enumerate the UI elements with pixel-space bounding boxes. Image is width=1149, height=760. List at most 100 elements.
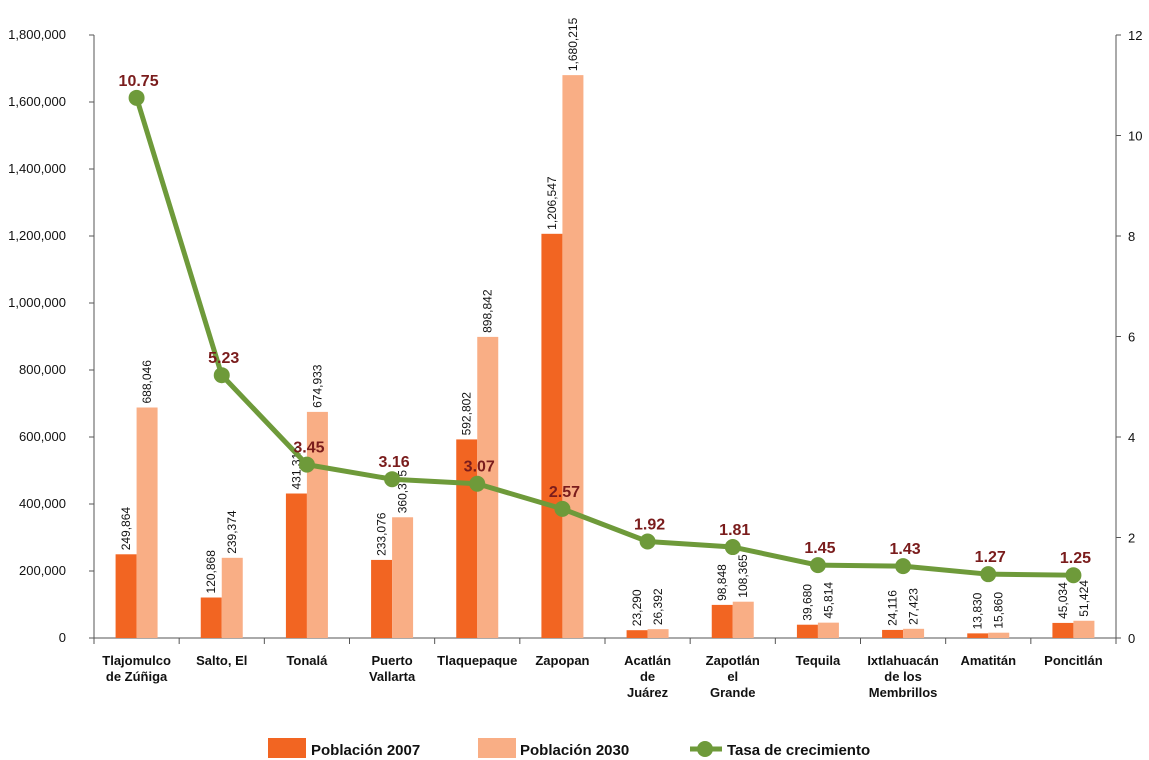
right-tick-label: 10 — [1128, 129, 1142, 144]
growth-rate-point — [639, 533, 656, 550]
right-tick-label: 12 — [1128, 28, 1142, 43]
value-label-2007: 249,864 — [119, 507, 133, 551]
category-label-line: Tlajomulco — [102, 653, 171, 668]
bar-2030 — [647, 629, 669, 638]
growth-rate-value-label: 1.27 — [975, 549, 1006, 566]
category-label-line: Amatitán — [960, 653, 1016, 668]
legend-swatch-2007 — [268, 738, 306, 758]
value-label-2030: 15,860 — [992, 592, 1006, 629]
value-label-2030: 674,933 — [310, 364, 324, 408]
growth-rate-value-label: 3.07 — [464, 459, 495, 476]
legend-label-2030: Población 2030 — [520, 742, 629, 759]
category-label-line: Grande — [710, 685, 756, 700]
category-label: Tonalá — [286, 653, 328, 668]
bar-2007 — [371, 559, 393, 638]
growth-rate-labels: 10.75 5.23 3.45 3.16 3.07 2.57 1.92 1.81 1.45 1.4… — [119, 73, 1092, 567]
growth-rate-value-label: 1.43 — [890, 541, 921, 558]
left-tick-label: 1,400,000 — [8, 161, 66, 176]
category-label: Zapotlán el Grande — [706, 653, 760, 700]
value-label-2030: 898,842 — [481, 289, 495, 333]
legend: Población 2007 Población 2030 Tasa de cr… — [268, 738, 870, 759]
category-label-line: el — [727, 669, 738, 684]
bar-2007 — [711, 604, 733, 638]
value-label-2030: 51,424 — [1077, 580, 1091, 617]
left-tick-label: 1,200,000 — [8, 228, 66, 243]
category-label-line: Tlaquepaque — [437, 653, 517, 668]
category-labels: Tlajomulco de Zúñiga Salto, El Tonalá Puerto… — [102, 653, 1102, 700]
right-tick-label: 6 — [1128, 330, 1135, 345]
growth-rate-point — [554, 500, 571, 517]
bar-2007 — [882, 629, 904, 638]
value-label-2030: 688,046 — [140, 360, 154, 404]
left-tick-label: 600,000 — [19, 429, 66, 444]
bar-2007 — [541, 233, 563, 638]
growth-rate-value-label: 3.16 — [379, 454, 410, 471]
category-label-line: de Zúñiga — [106, 669, 168, 684]
value-label-2030: 108,365 — [736, 554, 750, 598]
left-tick-label: 400,000 — [19, 496, 66, 511]
bar-2007 — [796, 624, 818, 638]
growth-rate-point — [298, 456, 315, 473]
growth-rate-point — [213, 367, 230, 384]
bar-2007 — [1052, 622, 1074, 638]
legend-label-2007: Población 2007 — [311, 742, 420, 759]
value-label-2030: 27,423 — [907, 588, 921, 625]
legend-swatch-2030 — [478, 738, 516, 758]
right-tick-label: 0 — [1128, 631, 1135, 646]
category-label: Zapopan — [535, 653, 589, 668]
bar-2007 — [285, 493, 307, 638]
growth-rate-point — [895, 558, 912, 575]
category-label: Amatitán — [960, 653, 1016, 668]
category-label-line: Acatlán — [624, 653, 671, 668]
value-label-2007: 120,868 — [204, 550, 218, 594]
growth-rate-value-label: 1.81 — [719, 522, 750, 539]
bar-2007 — [200, 597, 222, 638]
category-label-line: Tequila — [796, 653, 841, 668]
category-label-line: Vallarta — [369, 669, 416, 684]
value-label-2030: 26,392 — [651, 588, 665, 625]
growth-rate-value-label: 5.23 — [208, 350, 239, 367]
category-label-line: de — [640, 669, 655, 684]
bar-2007 — [626, 630, 648, 638]
axes: 0 200,000 400,000 600,000 800,000 1,000,000 1,… — [8, 27, 1142, 646]
category-label: Tlaquepaque — [437, 653, 517, 668]
category-label: Salto, El — [196, 653, 247, 668]
legend-label-rate: Tasa de crecimiento — [727, 742, 870, 759]
bar-2030 — [988, 632, 1010, 638]
left-tick-label: 200,000 — [19, 563, 66, 578]
category-label: Tlajomulco de Zúñiga — [102, 653, 171, 684]
growth-rate-point — [384, 471, 401, 488]
value-label-2030: 1,680,215 — [566, 17, 580, 71]
value-label-2030: 239,374 — [225, 510, 239, 554]
bar-value-labels: 249,864688,046120,868239,374431,315674,9… — [119, 17, 1091, 629]
category-label: Puerto Vallarta — [369, 653, 416, 684]
bars — [115, 75, 1095, 638]
category-label-line: de los — [884, 669, 922, 684]
category-label: Acatlán de Juárez — [624, 653, 671, 700]
value-label-2007: 233,076 — [375, 512, 389, 556]
growth-rate-point — [128, 89, 145, 106]
bar-2030 — [732, 601, 754, 638]
growth-rate-value-label: 1.92 — [634, 517, 665, 534]
growth-rate-value-label: 1.25 — [1060, 550, 1091, 567]
bar-2030 — [392, 517, 414, 638]
growth-rate-polyline — [134, 97, 1074, 578]
growth-rate-point — [724, 539, 741, 556]
category-label-line: Membrillos — [869, 685, 938, 700]
growth-rate-point — [469, 475, 486, 492]
category-label-line: Poncitlán — [1044, 653, 1103, 668]
right-tick-label: 4 — [1128, 430, 1135, 445]
value-label-2007: 13,830 — [971, 592, 985, 629]
category-label: Ixtlahuacán de los Membrillos — [867, 653, 939, 700]
legend-marker-rate — [697, 741, 713, 757]
growth-rate-value-label: 3.45 — [293, 440, 324, 457]
category-label-line: Puerto — [371, 653, 412, 668]
category-label: Tequila — [796, 653, 841, 668]
growth-rate-point — [1065, 567, 1082, 584]
bar-2030 — [903, 628, 925, 638]
bar-2007 — [115, 554, 137, 638]
category-label-line: Salto, El — [196, 653, 247, 668]
growth-rate-value-label: 1.45 — [804, 540, 835, 557]
value-label-2007: 592,802 — [460, 392, 474, 436]
value-label-2007: 45,034 — [1056, 582, 1070, 619]
